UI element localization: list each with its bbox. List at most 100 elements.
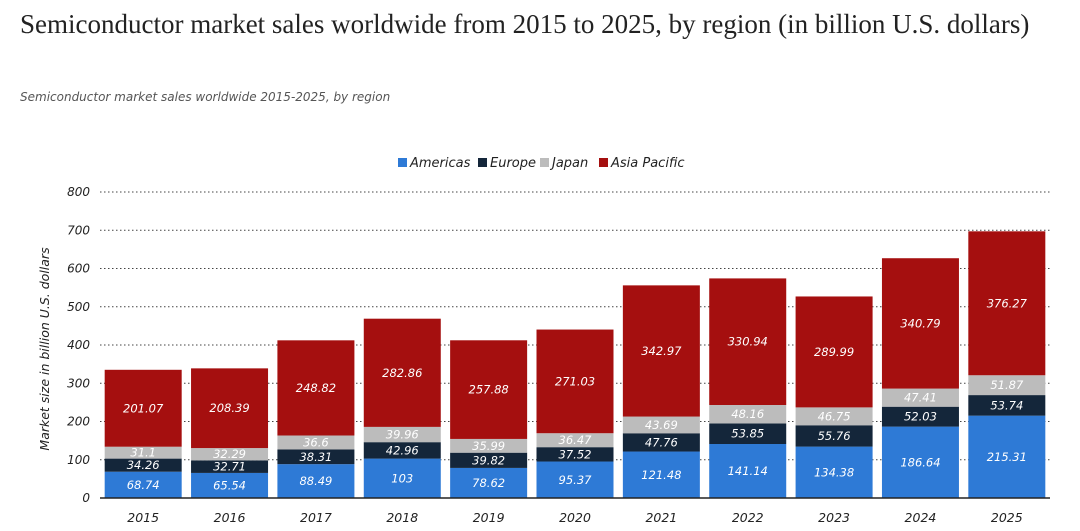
y-tick-label: 100 [67, 453, 90, 467]
bar-segment[interactable] [536, 329, 614, 434]
y-tick-label: 200 [67, 415, 90, 429]
legend-label: Japan [549, 156, 588, 171]
data-label: 36.47 [559, 433, 593, 447]
bar-segment[interactable] [881, 258, 959, 389]
data-label: 47.76 [645, 435, 678, 449]
data-label: 257.88 [469, 383, 509, 397]
bar-segment[interactable] [795, 407, 873, 426]
bar-segment[interactable] [795, 296, 873, 408]
x-tick-label: 2024 [905, 510, 937, 525]
data-label: 103 [391, 471, 413, 485]
bar-segment[interactable] [881, 426, 959, 498]
bar-segment[interactable] [709, 278, 787, 405]
x-tick-label: 2015 [127, 510, 159, 525]
legend-swatch [599, 158, 608, 167]
bar-segment[interactable] [795, 425, 873, 447]
bar-segment[interactable] [536, 461, 614, 498]
bar-segment[interactable] [881, 406, 959, 427]
bar-segment[interactable] [536, 447, 614, 462]
bar-segment[interactable] [191, 472, 269, 498]
data-label: 289.99 [814, 345, 854, 359]
data-label: 186.64 [900, 455, 940, 469]
x-tick-label: 2018 [386, 510, 418, 525]
legend-label: Asia Pacific [610, 156, 685, 171]
bar-segment[interactable] [191, 460, 269, 473]
data-label: 34.26 [127, 458, 160, 472]
bar-segment[interactable] [191, 368, 269, 449]
y-tick-label: 800 [67, 185, 90, 199]
bar-segment[interactable] [450, 438, 528, 453]
bar-segment[interactable] [277, 435, 355, 450]
bar-segment[interactable] [363, 458, 441, 498]
data-label: 51.87 [990, 378, 1024, 392]
bar-segment[interactable] [363, 442, 441, 459]
data-label: 88.49 [299, 474, 332, 488]
y-tick-label: 700 [67, 223, 90, 237]
data-label: 39.96 [386, 428, 419, 442]
data-label: 121.48 [641, 468, 681, 482]
bar-segment[interactable] [104, 471, 182, 498]
data-label: 38.31 [299, 450, 332, 464]
bar-segment[interactable] [709, 404, 787, 424]
data-label: 32.71 [213, 460, 246, 474]
bar-segment[interactable] [363, 426, 441, 443]
data-label: 53.85 [731, 427, 764, 441]
bar-segment[interactable] [191, 448, 269, 461]
y-axis-title: Market size in billion U.S. dollars [37, 247, 52, 451]
bar-segment[interactable] [104, 458, 182, 472]
bar-segment[interactable] [450, 467, 528, 498]
bar-segment[interactable] [104, 369, 182, 447]
bar-segment[interactable] [450, 452, 528, 468]
data-label: 47.41 [904, 391, 937, 405]
bar-segment[interactable] [968, 375, 1046, 396]
bar-segment[interactable] [622, 416, 700, 434]
data-label: 32.29 [213, 447, 246, 461]
bar-segment[interactable] [277, 449, 355, 465]
bar-segment[interactable] [622, 285, 700, 417]
y-tick-label: 500 [67, 300, 90, 314]
bar-segment[interactable] [277, 464, 355, 498]
bar-segment[interactable] [881, 388, 959, 407]
bar-segment[interactable] [968, 231, 1046, 376]
bar-segment[interactable] [363, 318, 441, 427]
y-tick-label: 400 [67, 338, 90, 352]
data-label: 42.96 [386, 443, 419, 457]
y-tick-label: 600 [67, 262, 90, 276]
x-tick-label: 2022 [732, 510, 764, 525]
bar-segment[interactable] [968, 395, 1046, 416]
data-label: 31.1 [130, 446, 156, 460]
data-label: 141.14 [728, 464, 768, 478]
legend-swatch [540, 158, 549, 167]
data-label: 208.39 [209, 401, 249, 415]
bar-segment[interactable] [536, 433, 614, 448]
chart-subtitle: Semiconductor market sales worldwide 201… [20, 90, 391, 104]
data-label: 248.82 [296, 381, 336, 395]
data-label: 95.37 [559, 473, 593, 487]
x-tick-label: 2023 [818, 510, 850, 525]
bar-segment[interactable] [277, 340, 355, 436]
bar-segment[interactable] [795, 446, 873, 498]
data-label: 65.54 [213, 478, 246, 492]
data-label: 55.76 [818, 429, 851, 443]
legend-swatch [478, 158, 487, 167]
data-label: 342.97 [641, 344, 682, 358]
bar-segment[interactable] [622, 451, 700, 498]
y-tick-label: 300 [67, 376, 90, 390]
bar-segment[interactable] [450, 340, 528, 439]
legend-label: Americas [409, 156, 471, 171]
bar-segment[interactable] [968, 415, 1046, 498]
x-tick-label: 2016 [214, 510, 246, 525]
data-label: 78.62 [472, 476, 505, 490]
data-label: 282.86 [382, 366, 422, 380]
bar-segment[interactable] [622, 433, 700, 452]
x-tick-label: 2021 [645, 510, 677, 525]
x-tick-label: 2020 [559, 510, 591, 525]
data-label: 46.75 [818, 409, 851, 423]
bar-segment[interactable] [104, 446, 182, 459]
bar-segment[interactable] [709, 423, 787, 445]
legend-swatch [398, 158, 407, 167]
bar-segment[interactable] [709, 444, 787, 498]
data-label: 43.69 [645, 418, 678, 432]
y-tick-label: 0 [82, 491, 90, 505]
x-tick-label: 2025 [991, 510, 1023, 525]
